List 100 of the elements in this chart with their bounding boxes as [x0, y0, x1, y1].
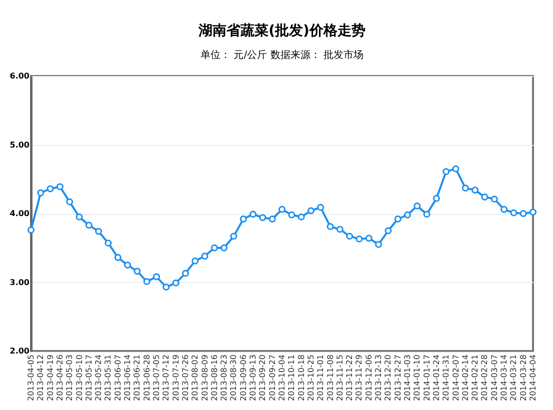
x-tick-label: 2014-03-21 [509, 354, 518, 401]
point [432, 194, 440, 202]
point [520, 210, 527, 217]
x-tick-label: 2013-12-20 [384, 354, 393, 401]
x-tick-label: 2013-10-18 [296, 354, 306, 401]
point [201, 252, 208, 260]
x-tick-label: 2013-09-20 [258, 354, 268, 401]
y-tick-label: 3.00 [10, 278, 30, 287]
x-tick-label: 2013-07-12 [162, 354, 171, 401]
point [230, 232, 238, 240]
x-tick-label: 2013-07-05 [152, 354, 161, 401]
x-tick-label: 2014-03-14 [500, 354, 509, 401]
point [56, 183, 64, 190]
point [28, 226, 34, 234]
x-tick-label: 2014-02-07 [451, 354, 460, 401]
point [162, 284, 170, 291]
x-tick-label: 2013-05-24 [94, 354, 104, 401]
x-tick-label: 2013-06-21 [132, 354, 142, 401]
chart-subtitle: 单位： 元/公斤 数据来源： 批发市场 [200, 49, 364, 61]
x-tick-label: 2013-05-17 [84, 354, 94, 401]
x-tick-label: 2014-02-14 [460, 354, 470, 401]
point [143, 278, 150, 286]
y-tick-label: 5.00 [10, 140, 30, 150]
x-tick-label: 2013-11-15 [335, 354, 344, 401]
point [104, 240, 112, 247]
point [490, 196, 498, 203]
point [220, 244, 228, 252]
x-tick-label: 2013-12-06 [364, 354, 374, 401]
point [278, 206, 286, 213]
point [134, 268, 141, 275]
x-tick-label: 2013-09-27 [268, 354, 277, 401]
point [336, 226, 344, 233]
x-tick-label: 2014-01-10 [412, 354, 422, 401]
x-tick-label: 2014-03-28 [518, 354, 528, 401]
x-tick-label: 2013-04-26 [55, 354, 64, 401]
point [66, 198, 74, 206]
point [259, 214, 266, 222]
x-tick-label: 2014-03-07 [490, 354, 499, 401]
x-tick-label: 2014-04-04 [528, 354, 538, 401]
x-tick-label: 2013-07-26 [180, 354, 190, 401]
point [268, 216, 276, 222]
x-tick-label: 2014-01-31 [442, 354, 451, 401]
x-tick-label: 2013-08-23 [220, 354, 229, 401]
point [356, 235, 363, 242]
point [288, 211, 296, 218]
x-tick-label: 2013-08-02 [190, 354, 200, 401]
point [404, 211, 411, 218]
point [85, 222, 92, 229]
point [250, 210, 257, 218]
point [423, 210, 430, 218]
point [346, 232, 354, 240]
point [384, 227, 392, 234]
x-tick-label: 2013-04-12 [36, 354, 46, 401]
y-tick-label: 4.00 [10, 209, 30, 218]
x-tick-label: 2013-05-31 [104, 354, 113, 401]
point [375, 240, 382, 248]
x-tick-label: 2013-06-14 [123, 354, 132, 401]
point [481, 194, 488, 200]
x-tick-label: 2013-09-06 [238, 354, 248, 401]
point [298, 213, 305, 220]
x-tick-label: 2013-12-27 [393, 354, 402, 401]
point [326, 223, 334, 230]
x-tick-label: 2014-01-17 [422, 354, 432, 401]
x-tick-label: 2014-01-24 [432, 354, 441, 401]
point [414, 202, 421, 210]
point [182, 270, 189, 277]
point [472, 186, 479, 194]
x-tick-label: 2013-10-04 [278, 354, 286, 401]
x-tick-label: 2013-05-03 [65, 354, 74, 401]
x-tick-label: 2013-07-19 [171, 354, 180, 401]
x-tick-label: 2013-08-16 [210, 354, 219, 401]
x-tick-label: 2013-11-01 [316, 354, 326, 401]
point [192, 257, 199, 264]
point [365, 234, 372, 242]
x-tick-label: 2013-04-19 [46, 354, 55, 401]
x-tick-label: 2013-06-07 [113, 354, 122, 401]
point [317, 204, 324, 211]
point [172, 279, 180, 286]
x-tick-label: 2013-10-11 [287, 354, 296, 401]
x-tick-label: 2013-10-25 [306, 354, 316, 401]
y-tick-label: 2.00 [10, 346, 30, 356]
point [37, 189, 44, 196]
point [240, 216, 247, 222]
point [510, 209, 518, 216]
point [76, 213, 83, 220]
x-tick-label: 2014-02-21 [470, 354, 480, 401]
point [153, 273, 160, 280]
point [530, 208, 536, 216]
point [452, 165, 460, 172]
point [46, 185, 54, 192]
x-tick-label: 2013-12-13 [374, 354, 384, 401]
point [500, 206, 508, 213]
x-tick-label: 2013-08-09 [200, 354, 210, 401]
point [442, 168, 450, 176]
x-tick-label: 2013-11-29 [354, 354, 364, 401]
x-tick-label: 2014-01-03 [403, 354, 412, 401]
point [210, 244, 218, 252]
x-tick-label: 2013-08-30 [229, 354, 238, 401]
x-tick-label: 2013-06-28 [142, 354, 152, 401]
x-tick-label: 2013-11-08 [326, 354, 335, 401]
